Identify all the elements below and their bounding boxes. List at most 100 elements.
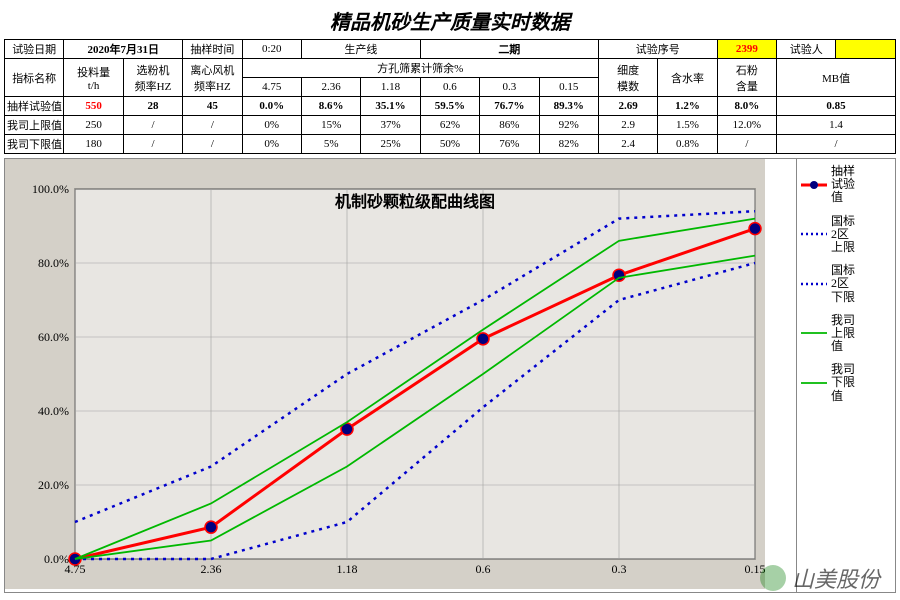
- cell: 我司下限值: [5, 135, 64, 154]
- cell: 1.5%: [658, 116, 717, 135]
- col-name: 指标名称: [5, 59, 64, 97]
- svg-text:机制砂颗粒级配曲线图: 机制砂颗粒级配曲线图: [335, 192, 495, 211]
- cell: /: [123, 116, 182, 135]
- legend-label: 我司 上限 值: [831, 314, 881, 354]
- col-sieve: 方孔筛累计筛余%: [242, 59, 598, 78]
- legend-swatch: [801, 178, 827, 192]
- cell: 59.5%: [420, 97, 479, 116]
- s3: 1.18: [361, 78, 420, 97]
- s5: 0.3: [480, 78, 539, 97]
- legend-label: 我司 下限 值: [831, 363, 881, 403]
- cell: /: [183, 135, 242, 154]
- cell: 92%: [539, 116, 598, 135]
- cell: 1.4: [777, 116, 896, 135]
- legend-item: 我司 下限 值: [801, 363, 891, 403]
- cell: 89.3%: [539, 97, 598, 116]
- cell: /: [717, 135, 776, 154]
- svg-text:0.15: 0.15: [745, 562, 766, 576]
- svg-text:0.3: 0.3: [612, 562, 627, 576]
- chart-container: 0.0%20.0%40.0%60.0%80.0%100.0%4.752.361.…: [4, 158, 896, 593]
- cell: 25%: [361, 135, 420, 154]
- legend-item: 抽样 试验 值: [801, 165, 891, 205]
- col-feed: 投料量 t/h: [64, 59, 123, 97]
- cell: 0.8%: [658, 135, 717, 154]
- cell: 5%: [301, 135, 360, 154]
- legend-item: 国标 2区 下限: [801, 264, 891, 304]
- header-row-2: 指标名称 投料量 t/h 选粉机 频率HZ 离心风机 频率HZ 方孔筛累计筛余%…: [5, 59, 896, 78]
- cell: 45: [183, 97, 242, 116]
- cell: 15%: [301, 116, 360, 135]
- cell: 50%: [420, 135, 479, 154]
- lbl-seq: 试验序号: [598, 40, 717, 59]
- svg-text:80.0%: 80.0%: [38, 256, 69, 270]
- val-time: 0:20: [242, 40, 301, 59]
- cell: 0.0%: [242, 97, 301, 116]
- chart-svg: 0.0%20.0%40.0%60.0%80.0%100.0%4.752.361.…: [5, 159, 765, 589]
- legend-swatch: [801, 277, 827, 291]
- col-water: 含水率: [658, 59, 717, 97]
- legend-item: 国标 2区 上限: [801, 215, 891, 255]
- s1: 4.75: [242, 78, 301, 97]
- col-fine: 细度 模数: [598, 59, 657, 97]
- legend-label: 国标 2区 下限: [831, 264, 881, 304]
- legend: 抽样 试验 值国标 2区 上限国标 2区 下限我司 上限 值我司 下限 值: [796, 159, 895, 592]
- cell: 抽样试验值: [5, 97, 64, 116]
- lbl-line: 生产线: [301, 40, 420, 59]
- val-line: 二期: [420, 40, 598, 59]
- cell: 82%: [539, 135, 598, 154]
- s2: 2.36: [301, 78, 360, 97]
- cell: 62%: [420, 116, 479, 135]
- col-mb: MB值: [777, 59, 896, 97]
- cell: 37%: [361, 116, 420, 135]
- table-row: 抽样试验值55028450.0%8.6%35.1%59.5%76.7%89.3%…: [5, 97, 896, 116]
- legend-swatch: [801, 326, 827, 340]
- cell: /: [123, 135, 182, 154]
- val-date: 2020年7月31日: [64, 40, 183, 59]
- cell: 35.1%: [361, 97, 420, 116]
- cell: 180: [64, 135, 123, 154]
- legend-swatch: [801, 376, 827, 390]
- cell: 0%: [242, 135, 301, 154]
- cell: 8.6%: [301, 97, 360, 116]
- cell: 86%: [480, 116, 539, 135]
- page-title: 精品机砂生产质量实时数据: [4, 6, 896, 35]
- cell: /: [183, 116, 242, 135]
- cell: 8.0%: [717, 97, 776, 116]
- svg-text:0.6: 0.6: [476, 562, 491, 576]
- cell: 76.7%: [480, 97, 539, 116]
- cell: 我司上限值: [5, 116, 64, 135]
- cell: 2.9: [598, 116, 657, 135]
- cell: 2.4: [598, 135, 657, 154]
- s6: 0.15: [539, 78, 598, 97]
- svg-text:2.36: 2.36: [201, 562, 222, 576]
- cell: 250: [64, 116, 123, 135]
- legend-item: 我司 上限 值: [801, 314, 891, 354]
- val-seq: 2399: [717, 40, 776, 59]
- data-table: 试验日期 2020年7月31日 抽样时间 0:20 生产线 二期 试验序号 23…: [4, 39, 896, 154]
- lbl-date: 试验日期: [5, 40, 64, 59]
- s4: 0.6: [420, 78, 479, 97]
- cell: 550: [64, 97, 123, 116]
- legend-label: 抽样 试验 值: [831, 165, 881, 205]
- table-row: 我司上限值250//0%15%37%62%86%92%2.91.5%12.0%1…: [5, 116, 896, 135]
- svg-text:40.0%: 40.0%: [38, 404, 69, 418]
- col-stone: 石粉 含量: [717, 59, 776, 97]
- cell: 76%: [480, 135, 539, 154]
- chart: 0.0%20.0%40.0%60.0%80.0%100.0%4.752.361.…: [5, 159, 796, 592]
- cell: 2.69: [598, 97, 657, 116]
- legend-label: 国标 2区 上限: [831, 215, 881, 255]
- svg-text:20.0%: 20.0%: [38, 478, 69, 492]
- col-powder: 选粉机 频率HZ: [123, 59, 182, 97]
- header-row-1: 试验日期 2020年7月31日 抽样时间 0:20 生产线 二期 试验序号 23…: [5, 40, 896, 59]
- val-tester: [836, 40, 896, 59]
- svg-text:1.18: 1.18: [337, 562, 358, 576]
- svg-text:100.0%: 100.0%: [32, 182, 69, 196]
- lbl-tester: 试验人: [777, 40, 836, 59]
- cell: 12.0%: [717, 116, 776, 135]
- cell: 0.85: [777, 97, 896, 116]
- lbl-time: 抽样时间: [183, 40, 242, 59]
- svg-text:60.0%: 60.0%: [38, 330, 69, 344]
- col-fan: 离心风机 频率HZ: [183, 59, 242, 97]
- cell: 28: [123, 97, 182, 116]
- cell: /: [777, 135, 896, 154]
